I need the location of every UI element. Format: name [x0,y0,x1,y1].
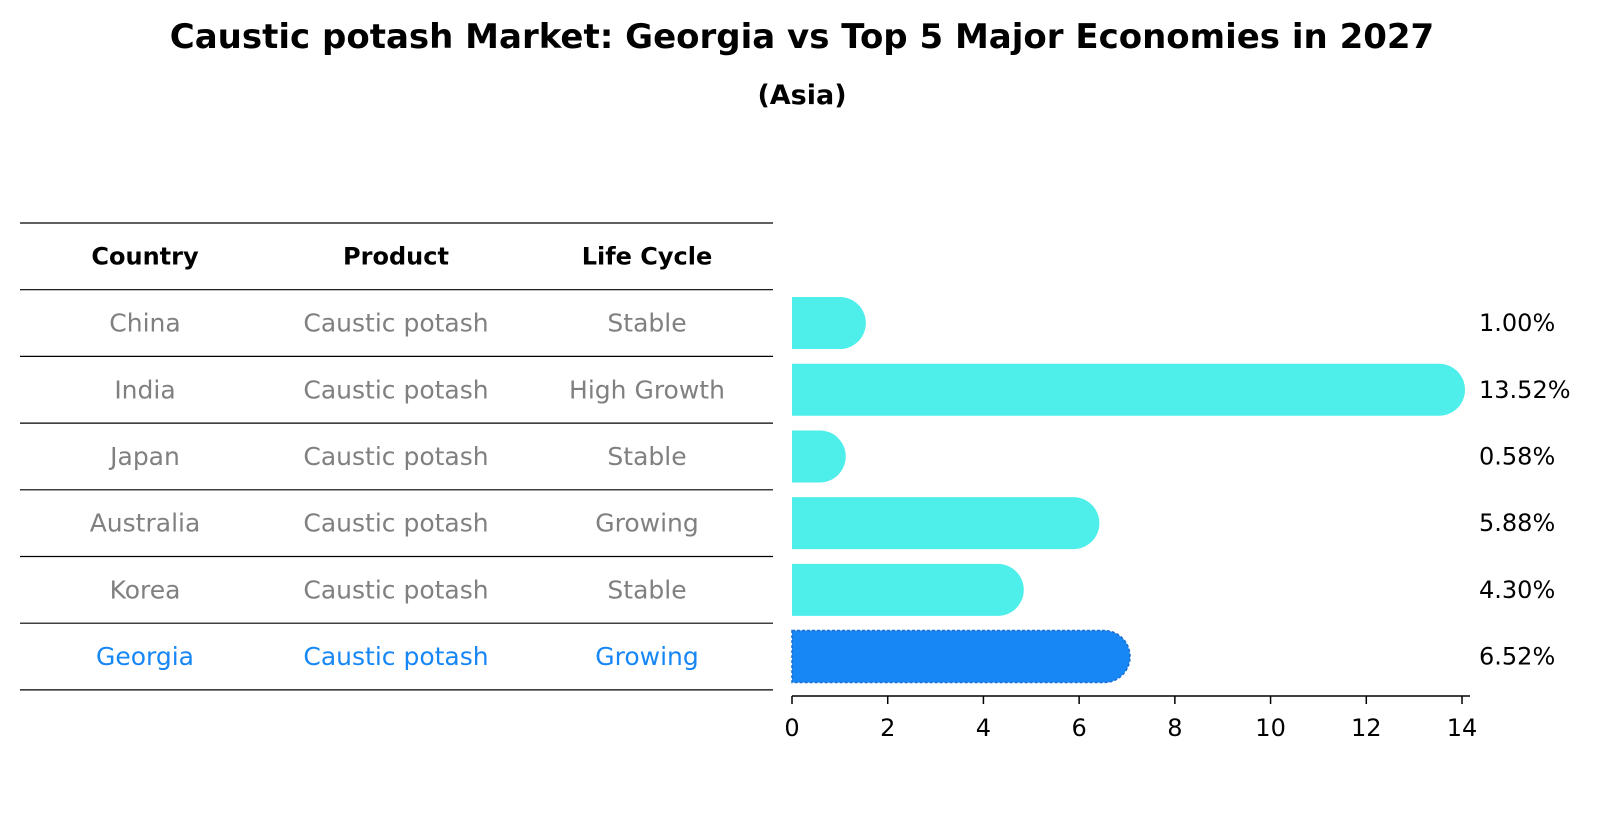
x-axis-tick-label: 6 [1072,714,1087,742]
table-cell-country: India [114,375,175,404]
bar-india [792,363,1466,416]
x-axis-tick-label: 0 [784,714,799,742]
bar-korea [792,563,1024,616]
table-cell-product: Caustic potash [303,509,488,538]
chart-subtitle: (Asia) [757,80,847,111]
bar-value-label: 4.30% [1479,576,1555,604]
table-cell-product: Caustic potash [303,375,488,404]
table-cell-life-cycle: Growing [595,509,699,538]
table-cell-product: Caustic potash [303,309,488,338]
table-cell-life-cycle: Growing [595,642,699,671]
table-cell-product: Caustic potash [303,442,488,471]
table-cell-country: Georgia [96,642,194,671]
bar-value-label: 5.88% [1479,509,1555,537]
table-cell-life-cycle: Stable [607,309,686,338]
bar-china [792,297,866,350]
chart-title: Caustic potash Market: Georgia vs Top 5 … [169,17,1435,57]
table-cell-country: Australia [90,509,201,538]
x-axis-tick-label: 4 [976,714,991,742]
table-cell-country: Korea [110,575,181,604]
bar-value-label: 6.52% [1479,643,1555,671]
x-axis-tick-label: 2 [880,714,895,742]
table-cell-life-cycle: High Growth [569,375,725,404]
x-axis-tick-label: 12 [1351,714,1382,742]
bar-australia [792,497,1100,550]
table-cell-life-cycle: Stable [607,442,686,471]
bar-value-label: 1.00% [1479,309,1555,337]
bar-japan [792,430,846,483]
header-product: Product [343,242,449,270]
bar-value-label: 13.52% [1479,376,1571,404]
x-axis-tick-label: 8 [1167,714,1182,742]
bar-georgia [791,629,1131,684]
table-cell-product: Caustic potash [303,642,488,671]
table-cell-product: Caustic potash [303,575,488,604]
x-axis-tick-label: 14 [1447,714,1478,742]
bar-value-label: 0.58% [1479,442,1555,470]
table-cell-life-cycle: Stable [607,575,686,604]
table-cell-country: Japan [108,442,180,471]
header-country: Country [91,242,199,270]
header-life-cycle: Life Cycle [582,242,713,270]
table-cell-country: China [109,309,180,338]
x-axis-tick-label: 10 [1255,714,1286,742]
